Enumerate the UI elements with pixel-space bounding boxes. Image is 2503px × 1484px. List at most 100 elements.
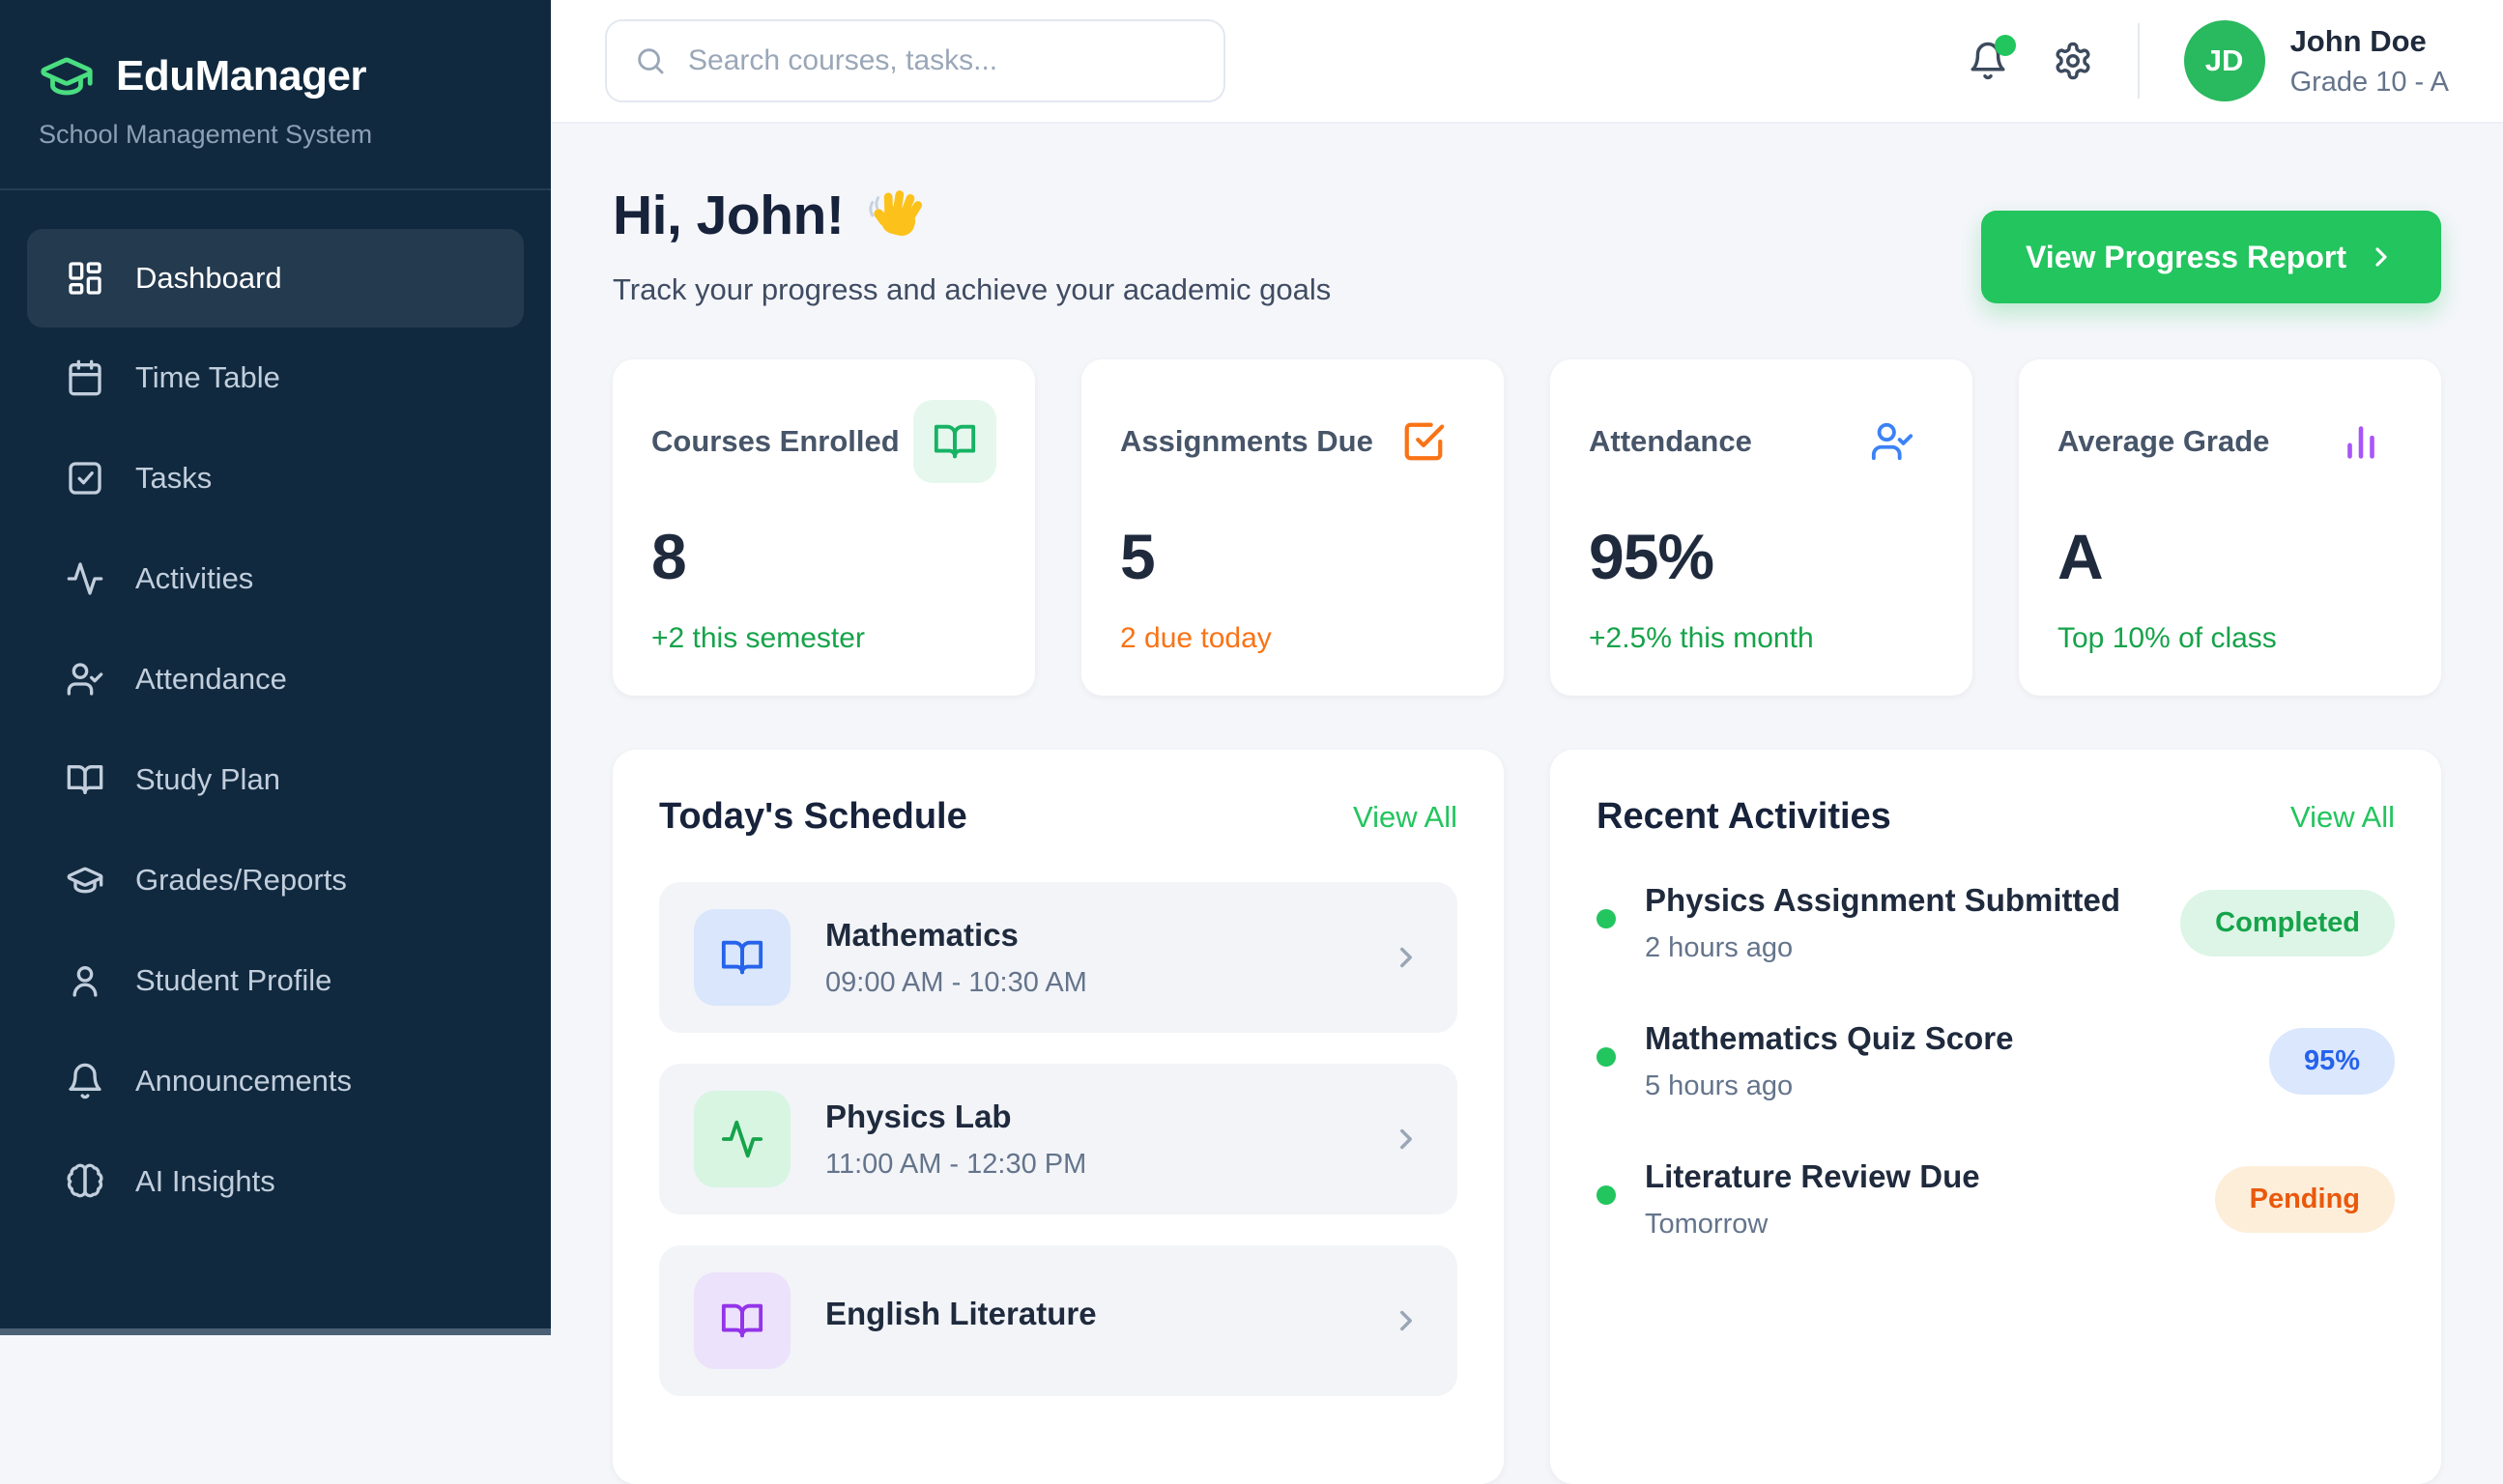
user-check-icon — [1851, 400, 1934, 483]
stat-label: Assignments Due — [1120, 424, 1373, 458]
sidebar-item-label: Grades/Reports — [135, 863, 347, 897]
avatar: JD — [2183, 20, 2265, 101]
page-title: Hi, John! — [613, 184, 1331, 247]
user-name: John Doe — [2289, 23, 2427, 58]
activity-icon — [694, 1091, 791, 1187]
search-box — [605, 19, 1225, 102]
stat-note: Top 10% of class — [2057, 622, 2277, 654]
book-open-icon — [66, 760, 104, 799]
cta-label: View Progress Report — [2026, 239, 2346, 274]
sidebar-item-label: Attendance — [135, 662, 287, 696]
activity-title: Physics Assignment Submitted — [1645, 882, 2121, 918]
sidebar: EduManager School Management System Dash… — [0, 0, 551, 1335]
stat-card-assignments-due: Assignments Due 5 2 due today — [1081, 359, 1504, 696]
sidebar-item-tasks[interactable]: Tasks — [27, 428, 524, 528]
settings-button[interactable] — [2053, 41, 2093, 81]
content: Hi, John! Track your progress and achiev… — [551, 124, 2503, 1484]
stat-value: A — [2057, 521, 2104, 592]
stat-label: Attendance — [1589, 424, 1752, 458]
topbar-right: JD John Doe Grade 10 - A — [1968, 20, 2449, 101]
app-subtitle: School Management System — [39, 120, 373, 149]
book-open-icon — [694, 909, 791, 1006]
activity-item: Literature Review Due Tomorrow Pending — [1597, 1158, 2395, 1241]
logo-block: EduManager School Management System — [0, 0, 551, 188]
search-input[interactable] — [688, 44, 1196, 77]
schedule-subject: English Literature — [825, 1296, 1097, 1331]
status-badge: Pending — [2214, 1166, 2395, 1233]
schedule-time: 09:00 AM - 10:30 AM — [825, 966, 1087, 998]
main-area: JD John Doe Grade 10 - A Hi, John! Track — [551, 0, 2503, 1484]
topbar-divider — [2137, 23, 2140, 99]
stats-grid: Courses Enrolled 8 +2 this semester Assi… — [613, 359, 2441, 696]
stat-card-courses-enrolled: Courses Enrolled 8 +2 this semester — [613, 359, 1035, 696]
sidebar-item-label: Dashboard — [135, 261, 282, 295]
sidebar-item-label: AI Insights — [135, 1164, 275, 1198]
sidebar-item-grades-reports[interactable]: Grades/Reports — [27, 830, 524, 930]
schedule-time: 11:00 AM - 12:30 PM — [825, 1148, 1087, 1180]
activity-item: Physics Assignment Submitted 2 hours ago… — [1597, 882, 2395, 964]
sidebar-item-label: Activities — [135, 561, 254, 595]
stat-note: +2.5% this month — [1589, 622, 1814, 654]
gear-icon — [2053, 41, 2093, 81]
schedule-title: Today's Schedule — [659, 796, 967, 837]
sidebar-item-label: Study Plan — [135, 762, 280, 796]
view-progress-report-button[interactable]: View Progress Report — [1981, 211, 2441, 303]
activity-item: Mathematics Quiz Score 5 hours ago 95% — [1597, 1020, 2395, 1102]
schedule-view-all-link[interactable]: View All — [1353, 799, 1457, 834]
calendar-icon — [66, 358, 104, 397]
search-icon — [634, 44, 667, 77]
sidebar-item-attendance[interactable]: Attendance — [27, 629, 524, 729]
user-menu[interactable]: JD John Doe Grade 10 - A — [2183, 20, 2449, 101]
sidebar-item-label: Time Table — [135, 360, 280, 394]
stat-card-average-grade: Average Grade A Top 10% of class — [2019, 359, 2441, 696]
status-dot — [1597, 909, 1616, 928]
user-check-icon — [66, 660, 104, 699]
sidebar-item-ai-insights[interactable]: AI Insights — [27, 1131, 524, 1232]
chevron-right-icon — [1390, 941, 1423, 974]
schedule-subject: Mathematics — [825, 916, 1019, 953]
schedule-item-english-literature[interactable]: English Literature — [659, 1245, 1457, 1396]
dashboard-icon — [66, 259, 104, 298]
sidebar-item-time-table[interactable]: Time Table — [27, 328, 524, 428]
panels-grid: Today's Schedule View All Mathematics 09… — [613, 750, 2441, 1484]
sidebar-item-label: Announcements — [135, 1064, 353, 1098]
recent-activities-panel: Recent Activities View All Physics Assig… — [1550, 750, 2441, 1484]
graduation-cap-icon — [66, 861, 104, 899]
app-title: EduManager — [116, 52, 367, 100]
bar-chart-icon — [2319, 400, 2402, 483]
status-badge: Completed — [2180, 890, 2395, 956]
user-icon — [66, 961, 104, 1000]
activities-view-all-link[interactable]: View All — [2290, 799, 2395, 834]
sidebar-item-announcements[interactable]: Announcements — [27, 1031, 524, 1131]
greeting-subtitle: Track your progress and achieve your aca… — [613, 272, 1332, 306]
bell-icon — [66, 1062, 104, 1100]
chevron-right-icon — [2366, 242, 2397, 272]
activity-icon — [66, 559, 104, 598]
notifications-button[interactable] — [1968, 35, 2016, 81]
sidebar-item-dashboard[interactable]: Dashboard — [27, 229, 524, 328]
chevron-right-icon — [1390, 1304, 1423, 1337]
schedule-item-physics-lab[interactable]: Physics Lab 11:00 AM - 12:30 PM — [659, 1064, 1457, 1214]
activities-title: Recent Activities — [1597, 796, 1891, 837]
check-square-icon — [66, 459, 104, 498]
sidebar-item-activities[interactable]: Activities — [27, 528, 524, 629]
topbar: JD John Doe Grade 10 - A — [551, 0, 2503, 124]
score-badge: 95% — [2268, 1028, 2395, 1095]
activity-title: Mathematics Quiz Score — [1645, 1020, 2014, 1056]
status-dot — [1597, 1047, 1616, 1067]
sidebar-item-study-plan[interactable]: Study Plan — [27, 729, 524, 830]
activity-time: 2 hours ago — [1645, 932, 1794, 963]
schedule-subject: Physics Lab — [825, 1098, 1012, 1134]
assignment-check-icon — [1382, 400, 1465, 483]
chevron-right-icon — [1390, 1123, 1423, 1156]
book-open-icon — [913, 400, 996, 483]
stat-label: Average Grade — [2057, 424, 2270, 458]
stat-value: 5 — [1120, 521, 1156, 592]
stat-note: 2 due today — [1120, 622, 1272, 654]
sidebar-divider — [0, 188, 551, 190]
stat-value: 8 — [651, 521, 687, 592]
sidebar-item-student-profile[interactable]: Student Profile — [27, 930, 524, 1031]
greeting-row: Hi, John! Track your progress and achiev… — [613, 184, 2441, 307]
schedule-item-mathematics[interactable]: Mathematics 09:00 AM - 10:30 AM — [659, 882, 1457, 1033]
